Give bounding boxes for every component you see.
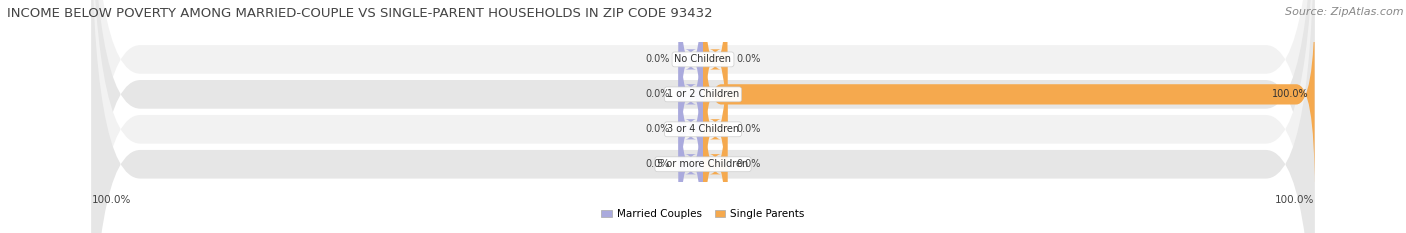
Text: 100.0%: 100.0% [91,195,131,205]
Text: 0.0%: 0.0% [737,159,761,169]
Text: No Children: No Children [675,55,731,64]
Legend: Married Couples, Single Parents: Married Couples, Single Parents [598,205,808,223]
Text: 0.0%: 0.0% [645,159,669,169]
Text: 100.0%: 100.0% [1275,195,1315,205]
FancyBboxPatch shape [679,0,703,189]
FancyBboxPatch shape [703,0,1315,189]
Text: 0.0%: 0.0% [645,124,669,134]
Text: 0.0%: 0.0% [645,89,669,99]
Text: Source: ZipAtlas.com: Source: ZipAtlas.com [1285,7,1403,17]
Text: 3 or 4 Children: 3 or 4 Children [666,124,740,134]
FancyBboxPatch shape [703,35,727,224]
Text: 1 or 2 Children: 1 or 2 Children [666,89,740,99]
FancyBboxPatch shape [679,35,703,224]
FancyBboxPatch shape [679,0,703,154]
Text: 0.0%: 0.0% [737,124,761,134]
FancyBboxPatch shape [703,69,727,233]
FancyBboxPatch shape [703,0,727,154]
FancyBboxPatch shape [679,69,703,233]
FancyBboxPatch shape [91,0,1315,233]
Text: 5 or more Children: 5 or more Children [658,159,748,169]
Text: 100.0%: 100.0% [1272,89,1309,99]
FancyBboxPatch shape [91,0,1315,233]
Text: INCOME BELOW POVERTY AMONG MARRIED-COUPLE VS SINGLE-PARENT HOUSEHOLDS IN ZIP COD: INCOME BELOW POVERTY AMONG MARRIED-COUPL… [7,7,713,20]
FancyBboxPatch shape [91,0,1315,233]
Text: 0.0%: 0.0% [645,55,669,64]
FancyBboxPatch shape [91,0,1315,233]
Text: 0.0%: 0.0% [737,55,761,64]
